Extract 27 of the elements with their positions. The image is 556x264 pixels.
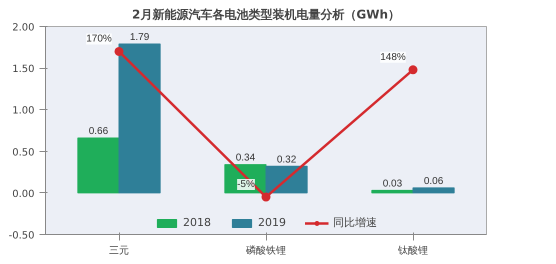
data-label: 0.06	[424, 176, 444, 187]
y-tick-label: 1.00	[12, 106, 34, 117]
data-label: 0.34	[236, 152, 256, 164]
data-label: 170%	[86, 33, 112, 44]
x-tick-label: 磷酸铁锂	[245, 244, 286, 256]
y-tick-label: -0.50	[8, 230, 34, 242]
bar	[266, 166, 308, 194]
bar	[412, 187, 455, 194]
data-label: 148%	[380, 52, 406, 63]
legend-label: 2018	[183, 216, 211, 229]
y-tick-label: 0.50	[12, 147, 34, 158]
legend-label: 2019	[258, 216, 286, 229]
y-tick-label: 1.50	[12, 64, 34, 76]
bar	[118, 43, 161, 194]
y-tick-label: 0.00	[12, 188, 34, 200]
bar	[77, 137, 120, 194]
x-tick-label: 三元	[109, 246, 129, 256]
data-label: 0.66	[88, 126, 109, 137]
chart-title: 2月新能源汽车各电池类型装机电量分析（GWh）	[132, 8, 400, 22]
data-label: 0.32	[276, 154, 297, 166]
data-label: 0.03	[382, 178, 403, 190]
y-tick-label: 2.00	[12, 22, 34, 34]
x-tick-label: 钛酸锂	[397, 244, 428, 256]
bar	[371, 190, 414, 194]
data-label: -5%	[237, 179, 255, 190]
legend-label: 同比增速	[333, 215, 377, 230]
data-label: 1.79	[130, 32, 150, 43]
